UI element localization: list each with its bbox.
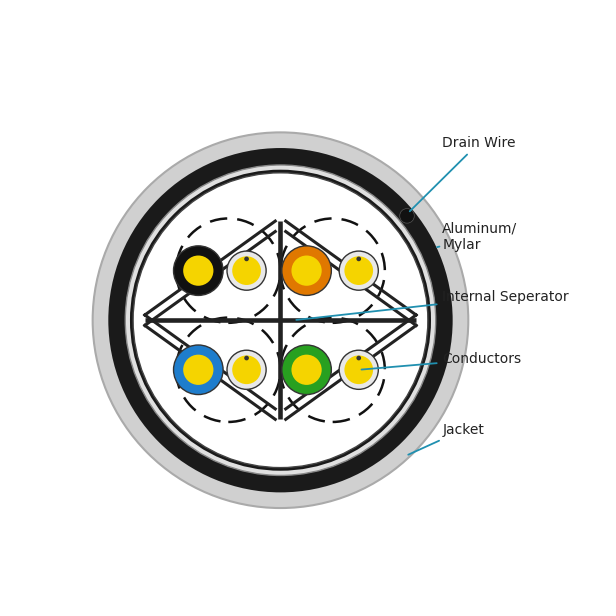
Circle shape — [125, 165, 436, 476]
Circle shape — [339, 251, 378, 290]
Circle shape — [357, 355, 361, 360]
Circle shape — [344, 355, 373, 384]
Circle shape — [291, 355, 322, 385]
Circle shape — [174, 345, 223, 395]
Circle shape — [133, 173, 428, 468]
Circle shape — [232, 355, 261, 384]
Circle shape — [108, 148, 453, 492]
Text: Jacket: Jacket — [408, 423, 484, 455]
Circle shape — [227, 351, 266, 389]
Circle shape — [92, 132, 468, 508]
Circle shape — [344, 256, 373, 285]
Circle shape — [244, 256, 249, 261]
Text: Conductors: Conductors — [362, 352, 521, 370]
Text: Aluminum/
Mylar: Aluminum/ Mylar — [437, 222, 517, 252]
Circle shape — [227, 251, 266, 290]
Circle shape — [183, 355, 213, 385]
Text: Internal Seperator: Internal Seperator — [296, 290, 569, 320]
Text: Drain Wire: Drain Wire — [410, 136, 516, 211]
Circle shape — [400, 209, 415, 223]
Circle shape — [183, 256, 213, 286]
Circle shape — [282, 246, 331, 296]
Circle shape — [232, 256, 261, 285]
Circle shape — [244, 355, 249, 360]
Circle shape — [130, 169, 431, 471]
Circle shape — [291, 256, 322, 286]
Circle shape — [174, 246, 223, 296]
Circle shape — [282, 345, 331, 395]
Circle shape — [339, 351, 378, 389]
Circle shape — [357, 256, 361, 261]
